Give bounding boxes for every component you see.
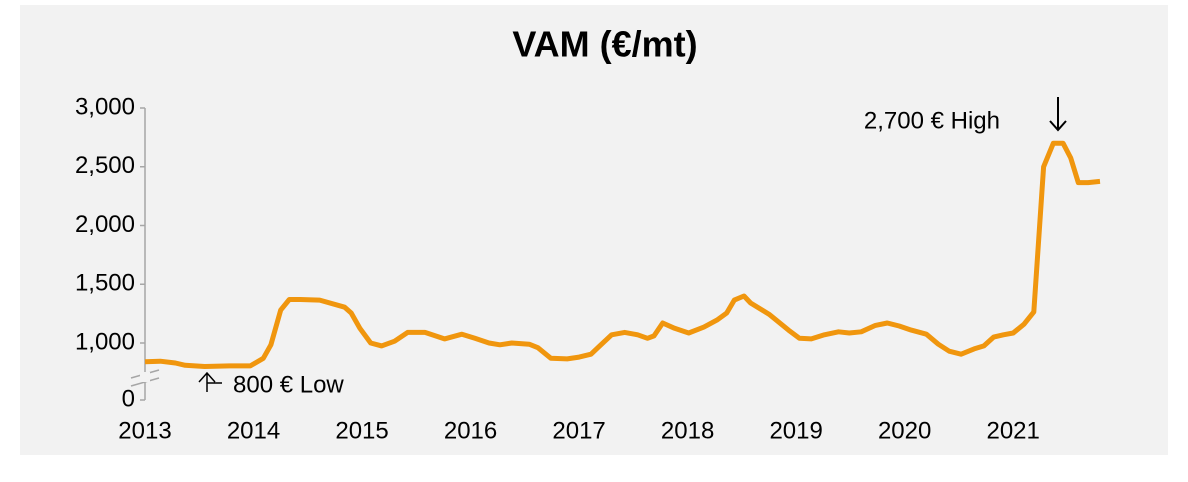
y-tick-label: 2,500 bbox=[75, 152, 135, 179]
x-tick-label: 2021 bbox=[986, 417, 1039, 444]
y-tick-label: 2,000 bbox=[75, 211, 135, 238]
annotation-low: 800 € Low bbox=[233, 371, 344, 398]
y-tick-label: 3,000 bbox=[75, 93, 135, 120]
x-tick-label: 2014 bbox=[227, 417, 280, 444]
chart-background bbox=[20, 5, 1168, 455]
x-tick-label: 2017 bbox=[552, 417, 605, 444]
x-tick-label: 2020 bbox=[878, 417, 931, 444]
annotation-high: 2,700 € High bbox=[864, 107, 1000, 134]
x-tick-label: 2015 bbox=[335, 417, 388, 444]
y-tick-label: 0 bbox=[122, 385, 135, 412]
x-tick-label: 2019 bbox=[769, 417, 822, 444]
x-tick-label: 2016 bbox=[444, 417, 497, 444]
x-tick-label: 2013 bbox=[118, 417, 171, 444]
high-arrow bbox=[1049, 97, 1067, 132]
chart-title: VAM (€/mt) bbox=[512, 24, 697, 65]
axis-break-gap bbox=[140, 372, 150, 382]
y-tick-label: 1,500 bbox=[75, 270, 135, 297]
x-tick-label: 2018 bbox=[661, 417, 714, 444]
y-tick-label: 1,000 bbox=[75, 328, 135, 355]
low-arrow bbox=[198, 371, 222, 392]
price-line bbox=[144, 140, 1101, 369]
